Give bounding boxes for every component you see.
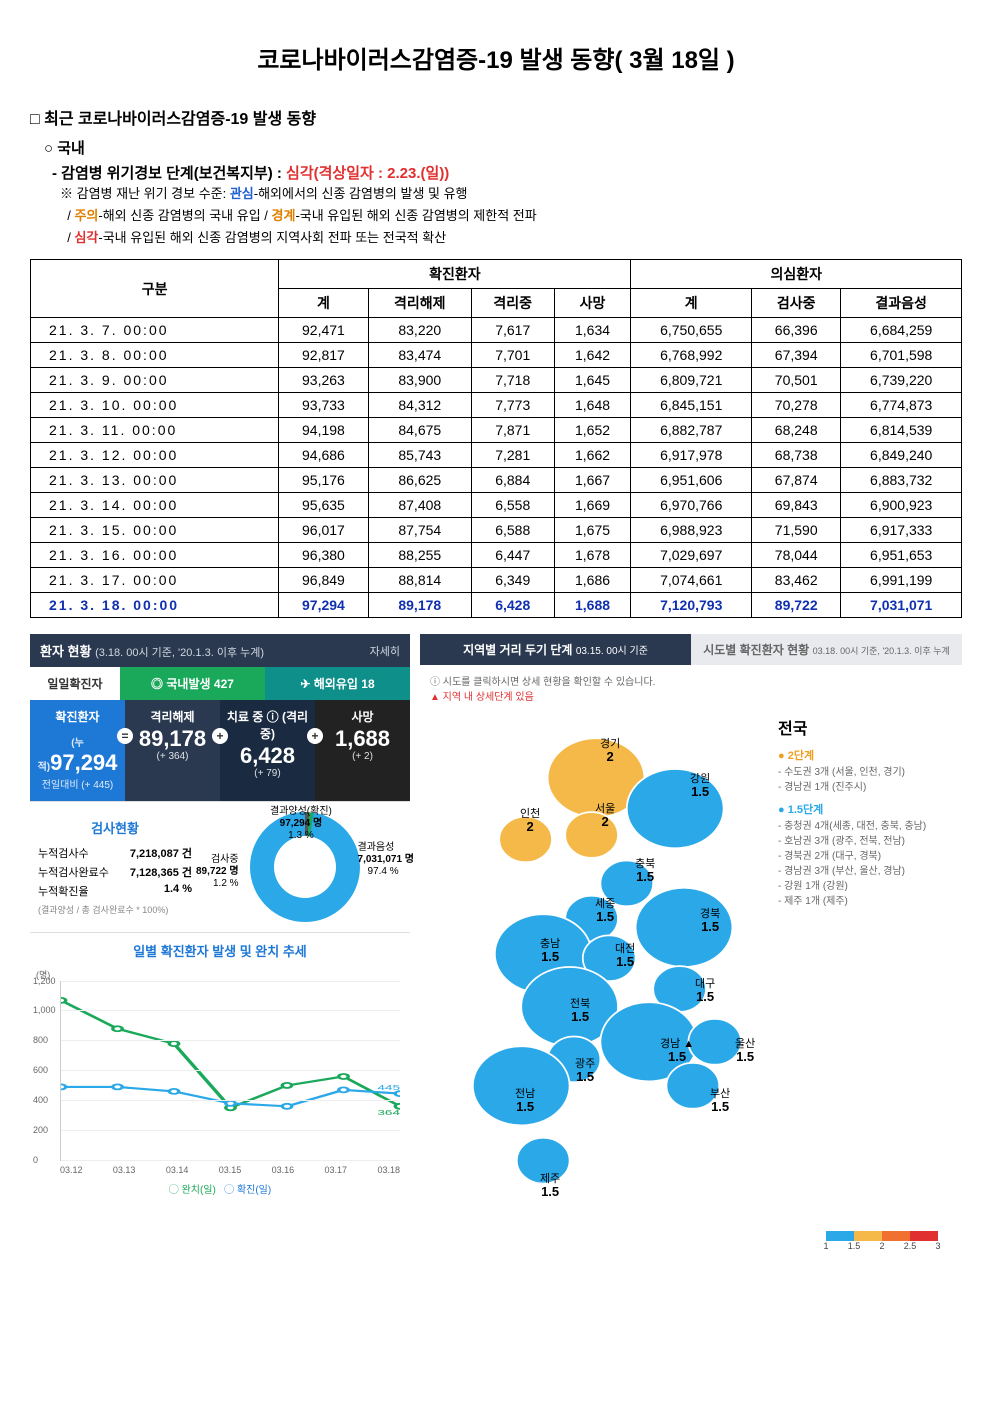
- table-row: 21. 3. 7. 00:0092,47183,2207,6171,6346,7…: [31, 318, 962, 343]
- table-row: 21. 3. 13. 00:0095,17686,6256,8841,6676,…: [31, 468, 962, 493]
- stat-box: 확진환자 (누적)97,294 전일대비 (+ 445) =: [30, 700, 125, 800]
- alert-legend: ※ 감염병 재난 위기 경보 수준: 관심-해외에서의 신종 감염병의 발생 및…: [60, 183, 962, 249]
- table-row: 21. 3. 11. 00:0094,19884,6757,8711,6526,…: [31, 418, 962, 443]
- scale-bar: 11.522.53: [420, 1227, 962, 1255]
- stat-box: 격리해제 89,178 (+ 364) +: [125, 700, 220, 800]
- region-shape[interactable]: [688, 1019, 741, 1065]
- table-row: 21. 3. 15. 00:0096,01787,7546,5881,6756,…: [31, 518, 962, 543]
- table-row: 21. 3. 10. 00:0093,73384,3127,7731,6486,…: [31, 393, 962, 418]
- stat-box: 사망 1,688 (+ 2): [315, 700, 410, 800]
- map-legend: 전국 ● 2단계 수도권 3개 (서울, 인천, 경기)경남권 1개 (진주시)…: [772, 707, 962, 1227]
- detail-link[interactable]: 자세히: [370, 643, 400, 659]
- domestic-label: ○ 국내: [44, 137, 962, 158]
- daily-foreign: ✈ 해외유입 18: [265, 667, 410, 700]
- map-panel: 지역별 거리 두기 단계 03.15. 00시 기준 시도별 확진환자 현황 0…: [420, 634, 962, 1255]
- tab-confirmed[interactable]: 시도별 확진환자 현황 03.18. 00시 기준, '20.1.3. 이후 누…: [691, 634, 962, 665]
- svg-text:445: 445: [377, 1084, 400, 1092]
- region-shape[interactable]: [473, 1046, 570, 1125]
- donut-chart: 결과양성(확진)97,294 명1.3 % 검사중89,722 명1.2 % 결…: [200, 812, 410, 922]
- trend-chart: 364445 02004006008001,0001,200: [60, 981, 400, 1161]
- table-row: 21. 3. 8. 00:0092,81783,4747,7011,6426,7…: [31, 343, 962, 368]
- region-shape[interactable]: [517, 1138, 570, 1184]
- trend-title: 일별 확진환자 발생 및 완치 추세: [30, 932, 410, 968]
- status-title: 환자 현황: [40, 644, 91, 659]
- status-panel: 환자 현황 (3.18. 00시 기준, '20.1.3. 이후 누계) 자세히…: [30, 634, 410, 1255]
- daily-domestic: ◎ 국내발생 427: [120, 667, 265, 700]
- test-stats: 검사현황 누적검사수7,218,087 건누적검사완료수7,128,365 건누…: [30, 812, 200, 922]
- table-row: 21. 3. 17. 00:0096,84988,8146,3491,6867,…: [31, 568, 962, 593]
- table-row: 21. 3. 18. 00:0097,29489,1786,4281,6887,…: [31, 593, 962, 618]
- region-shape[interactable]: [666, 1063, 719, 1109]
- col-suspect: 의심환자: [631, 260, 962, 289]
- stat-box: 치료 중 ⓘ (격리 중) 6,428 (+ 79) +: [220, 700, 315, 800]
- table-row: 21. 3. 9. 00:0093,26383,9007,7181,6456,8…: [31, 368, 962, 393]
- section-header: □ 최근 코로나바이러스감염증-19 발생 동향: [30, 105, 962, 129]
- data-table: 구분 확진환자 의심환자 계 격리해제 격리중 사망 계 검사중 결과음성 21…: [30, 259, 962, 618]
- alert-level: - 감염병 위기경보 단계(보건복지부) : 심각(격상일자 : 2.23.(일…: [52, 162, 962, 183]
- page-title: 코로나바이러스감염증-19 발생 동향( 3월 18일 ): [30, 40, 962, 75]
- col-confirmed: 확진환자: [279, 260, 631, 289]
- region-shape[interactable]: [636, 888, 733, 967]
- table-row: 21. 3. 14. 00:0095,63587,4086,5581,6696,…: [31, 493, 962, 518]
- region-shape[interactable]: [627, 769, 724, 848]
- table-row: 21. 3. 12. 00:0094,68685,7437,2811,6626,…: [31, 443, 962, 468]
- svg-text:364: 364: [377, 1109, 400, 1117]
- daily-label: 일일확진자: [30, 667, 120, 700]
- region-shape[interactable]: [565, 812, 618, 858]
- tab-distancing[interactable]: 지역별 거리 두기 단계 03.15. 00시 기준: [420, 634, 691, 665]
- region-shape[interactable]: [499, 817, 552, 863]
- region-shape[interactable]: [600, 861, 653, 907]
- col-gubun: 구분: [31, 260, 279, 318]
- map-notes: ⓘ 시도를 클릭하시면 상세 현황을 확인할 수 있습니다. ▲ 지역 내 상세…: [420, 665, 962, 707]
- trend-legend: ◯ 완치(일) ◯ 확진(일): [30, 1175, 410, 1202]
- table-row: 21. 3. 16. 00:0096,38088,2556,4471,6787,…: [31, 543, 962, 568]
